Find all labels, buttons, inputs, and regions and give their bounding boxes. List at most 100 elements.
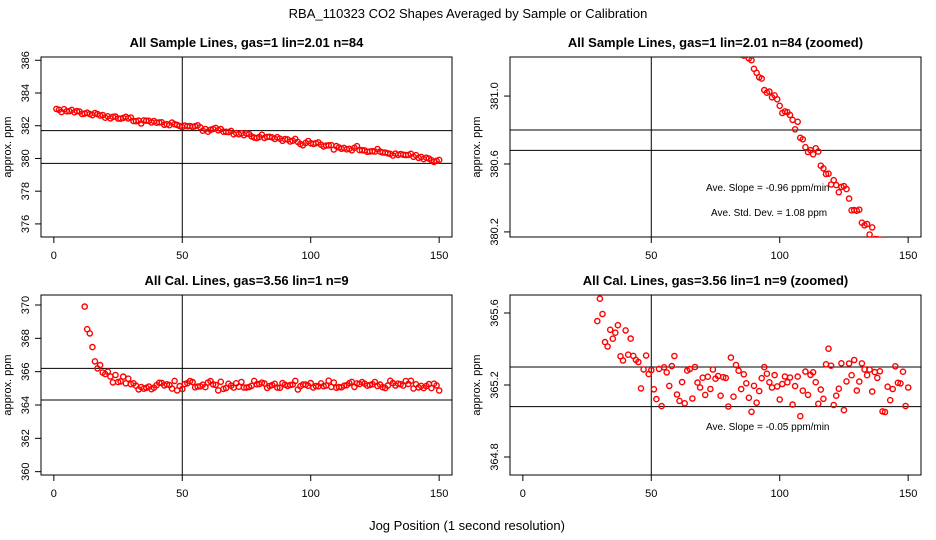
data-point	[407, 377, 415, 385]
data-point	[804, 391, 812, 399]
data-point	[799, 135, 807, 143]
y-axis-label: approx. ppm	[471, 354, 483, 415]
data-point	[763, 370, 771, 378]
data-point	[890, 256, 895, 261]
data-point	[809, 150, 817, 158]
data-point	[822, 360, 830, 368]
y-tick-label: 362	[20, 429, 32, 447]
data-point	[709, 366, 717, 373]
data-point	[708, 9, 713, 14]
data-point	[104, 368, 112, 376]
data-point	[619, 357, 627, 364]
data-point	[904, 384, 912, 391]
data-point	[880, 236, 885, 237]
data-point	[707, 385, 714, 393]
data-point	[737, 385, 745, 393]
data-point	[755, 387, 763, 395]
x-tick-label: 100	[771, 250, 789, 262]
data-point	[899, 368, 907, 376]
data-point	[835, 385, 843, 393]
data-point	[691, 363, 699, 371]
data-point	[89, 343, 96, 351]
data-point	[840, 406, 848, 414]
stat-annotation: Ave. Std. Dev. = 1.08 ppm	[711, 208, 827, 219]
data-point	[786, 111, 794, 119]
data-point	[435, 156, 443, 164]
data-point	[660, 363, 668, 371]
y-tick-label: 364	[20, 396, 32, 414]
data-point	[906, 281, 911, 286]
stat-annotation: Ave. Slope = -0.05 ppm/min	[706, 422, 830, 433]
data-point	[717, 392, 724, 400]
data-point	[704, 373, 712, 381]
data-point	[850, 356, 858, 364]
chart-panel-cal-lines-zoomed: All Cal. Lines, gas=3.56 lin=1 n=9 (zoom…	[471, 273, 922, 500]
data-point	[866, 366, 873, 373]
data-point	[212, 381, 219, 389]
data-point	[802, 143, 809, 151]
data-point	[886, 396, 894, 404]
data-point	[881, 408, 889, 416]
y-tick-label: 380	[20, 149, 32, 167]
x-tick-label: 50	[645, 250, 657, 262]
data-point	[740, 57, 747, 59]
data-point	[832, 392, 840, 400]
data-point	[740, 370, 748, 378]
data-point	[812, 378, 820, 386]
data-point	[125, 375, 132, 383]
data-point	[676, 397, 683, 405]
x-tick-label: 50	[176, 488, 188, 500]
data-point	[681, 399, 689, 407]
data-point	[825, 345, 832, 353]
data-point	[606, 326, 614, 334]
data-point	[748, 408, 755, 416]
data-point	[604, 343, 611, 350]
data-point	[238, 378, 245, 386]
data-point	[433, 382, 440, 389]
x-tick-label: 0	[51, 250, 57, 262]
data-point	[178, 385, 186, 393]
y-axis-label: approx. ppm	[2, 354, 14, 415]
data-point	[789, 401, 796, 408]
data-point	[689, 395, 696, 402]
data-point	[820, 165, 827, 172]
data-point	[678, 378, 686, 386]
data-point	[872, 235, 878, 237]
data-point	[189, 378, 196, 386]
data-point	[86, 330, 94, 337]
y-tick-label: 382	[20, 117, 32, 135]
data-point	[799, 387, 807, 395]
data-point	[771, 371, 778, 379]
data-point	[696, 384, 704, 391]
data-point	[820, 395, 827, 403]
data-point	[825, 170, 832, 177]
data-point	[171, 377, 178, 385]
data-point	[732, 361, 740, 369]
data-point	[109, 379, 117, 386]
x-tick-label: 0	[520, 488, 526, 500]
data-point	[897, 380, 904, 387]
data-point	[843, 378, 850, 385]
chart-panel-sample-lines-zoomed: All Sample Lines, gas=1 lin=2.01 n=84 (z…	[471, 0, 922, 286]
data-point	[784, 378, 791, 386]
x-tick-label: 150	[430, 488, 448, 500]
y-tick-label: 370	[20, 296, 32, 314]
data-point	[627, 335, 635, 342]
data-point	[727, 354, 735, 361]
data-point	[642, 352, 650, 359]
data-point	[671, 352, 678, 360]
x-tick-label: 150	[899, 488, 917, 500]
data-point	[700, 0, 705, 4]
data-point	[637, 385, 645, 392]
data-point	[889, 385, 897, 393]
data-point	[612, 329, 619, 337]
data-point	[835, 188, 843, 196]
y-tick-label: 376	[20, 215, 32, 233]
data-point	[73, 107, 81, 115]
data-point	[830, 401, 838, 409]
data-point	[663, 369, 671, 376]
data-point	[817, 386, 825, 393]
data-point	[291, 377, 299, 385]
data-point	[809, 368, 817, 376]
data-point	[624, 351, 632, 359]
